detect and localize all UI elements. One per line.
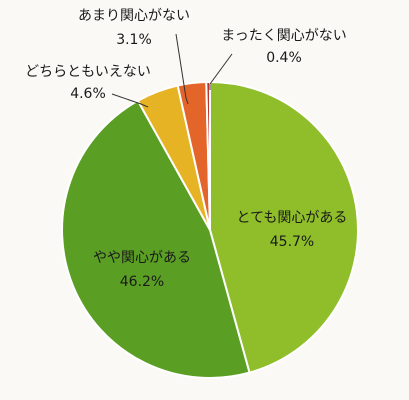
pie-slice-1 — [209, 80, 359, 374]
slice-value-5: 0.4% — [266, 50, 302, 66]
leader-line-3 — [111, 93, 149, 108]
slice-label-4: あまり関心がない — [78, 8, 190, 24]
pie-slice-2 — [61, 99, 251, 379]
slice-label-1: とても関心がある — [237, 210, 348, 226]
slice-label-2: やや関心がある — [93, 250, 191, 266]
slice-label-3: どちらともいえない — [25, 64, 151, 80]
slice-value-3: 4.6% — [70, 86, 106, 102]
leader-line-4 — [175, 33, 189, 105]
pie-slice-5 — [205, 80, 211, 231]
slice-value-4: 3.1% — [116, 32, 152, 48]
slice-value-1: 45.7% — [270, 234, 314, 250]
leader-line-5 — [209, 53, 233, 90]
slice-label-5: まったく関心がない — [221, 28, 346, 44]
pie-slices — [61, 80, 359, 379]
pie-labels: とても関心がある 45.7% やや関心がある 46.2% どちらともいえない 4.6% あま… — [25, 8, 347, 290]
slice-value-2: 46.2% — [120, 274, 164, 290]
